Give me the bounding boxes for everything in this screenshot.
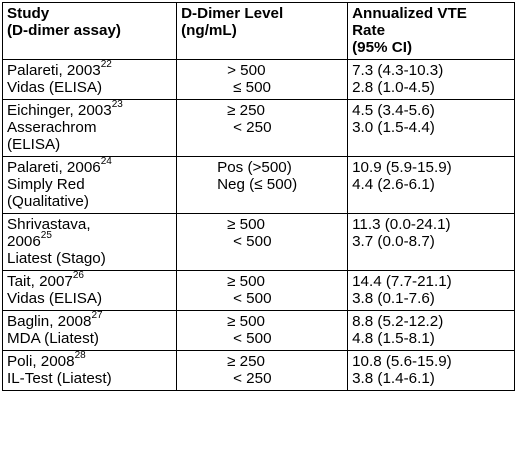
level-cell: ≥ 250 < 250 — [176, 350, 349, 391]
rate-cell: 14.4 (7.7-21.1) 3.8 (0.1-7.6) — [347, 270, 515, 311]
header-row: Study (D-dimer assay) D-Dimer Level (ng/… — [1, 2, 515, 60]
level-cell: > 500 ≤ 500 — [176, 59, 349, 100]
vte-table: Study (D-dimer assay) D-Dimer Level (ng/… — [1, 2, 515, 391]
level-cell: ≥ 500 < 500 — [176, 213, 349, 271]
table-row: Palareti, 200624 Simply Red (Qualitative… — [1, 155, 515, 214]
reference-superscript: 27 — [91, 309, 103, 321]
header-study: Study (D-dimer assay) — [1, 2, 178, 60]
rate-cell: 4.5 (3.4-5.6) 3.0 (1.5-4.4) — [347, 99, 515, 157]
level-cell: ≥ 500 < 500 — [176, 310, 349, 351]
study-cell: Palareti, 200624 Simply Red (Qualitative… — [1, 155, 178, 214]
study-cell: Shrivastava, 200625 Liatest (Stago) — [1, 213, 178, 271]
rate-cell: 11.3 (0.0-24.1) 3.7 (0.0-8.7) — [347, 213, 515, 271]
reference-superscript: 22 — [100, 58, 112, 70]
reference-superscript: 26 — [72, 269, 84, 281]
rate-cell: 7.3 (4.3-10.3) 2.8 (1.0-4.5) — [347, 59, 515, 100]
level-cell: Pos (>500) Neg (≤ 500) — [176, 156, 349, 214]
table-row: Tait, 200726 Vidas (ELISA) ≥ 500 < 500 1… — [1, 269, 515, 311]
reference-superscript: 24 — [100, 155, 112, 167]
header-rate: Annualized VTE Rate (95% CI) — [347, 2, 515, 60]
rate-cell: 8.8 (5.2-12.2) 4.8 (1.5-8.1) — [347, 310, 515, 351]
study-cell: Baglin, 200827 MDA (Liatest) — [1, 309, 178, 351]
study-cell: Tait, 200726 Vidas (ELISA) — [1, 269, 178, 311]
rate-cell: 10.8 (5.6-15.9) 3.8 (1.4-6.1) — [347, 350, 515, 391]
table-row: Palareti, 200322 Vidas (ELISA) > 500 ≤ 5… — [1, 58, 515, 100]
header-level: D-Dimer Level (ng/mL) — [176, 2, 349, 60]
reference-superscript: 25 — [40, 229, 52, 241]
table-row: Baglin, 200827 MDA (Liatest) ≥ 500 < 500… — [1, 309, 515, 351]
level-cell: ≥ 250 < 250 — [176, 99, 349, 157]
rate-cell: 10.9 (5.9-15.9) 4.4 (2.6-6.1) — [347, 156, 515, 214]
study-cell: Eichinger, 200323 Asserachrom (ELISA) — [1, 98, 178, 157]
level-cell: ≥ 500 < 500 — [176, 270, 349, 311]
study-cell: Palareti, 200322 Vidas (ELISA) — [1, 58, 178, 100]
table-row: Shrivastava, 200625 Liatest (Stago) ≥ 50… — [1, 213, 515, 271]
reference-superscript: 23 — [111, 98, 123, 110]
study-cell: Poli, 200828 IL-Test (Liatest) — [1, 349, 178, 391]
table-row: Poli, 200828 IL-Test (Liatest) ≥ 250 < 2… — [1, 349, 515, 391]
reference-superscript: 28 — [74, 349, 86, 361]
table-row: Eichinger, 200323 Asserachrom (ELISA) ≥ … — [1, 98, 515, 157]
